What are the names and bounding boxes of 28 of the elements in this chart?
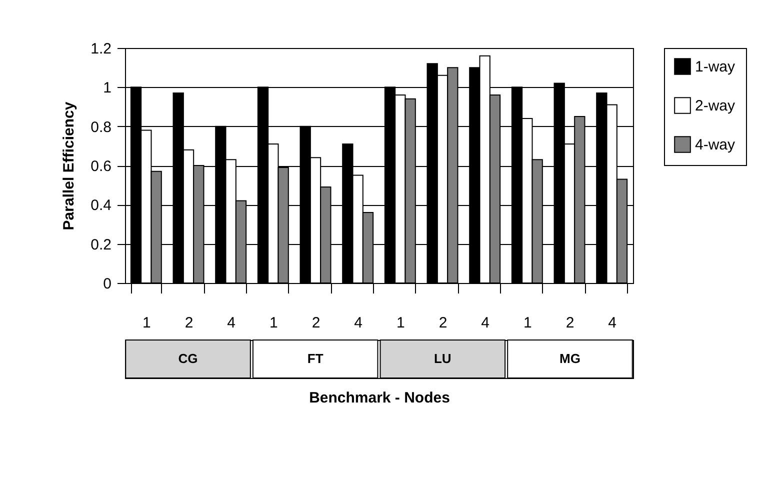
x-tick-label: 4 [227,314,236,332]
x-tick-label: 2 [184,314,194,332]
y-tick-label: 0 [103,276,112,292]
y-tick-label: 0.4 [90,197,112,214]
x-tick-label: 1 [396,314,405,332]
y-axis-title: Parallel Efficiency [60,101,78,230]
x-tick-label: 4 [481,314,490,332]
legend-label: 1-way [695,58,736,76]
legend-label: 4-way [695,136,736,154]
x-tick-label: 2 [566,314,574,332]
y-tick-label: 0.2 [90,236,112,254]
text: FT [307,351,324,366]
y-tick-label: 0.6 [90,158,112,175]
x-tick-label: 2 [438,314,448,332]
x-tick-label: 1 [523,314,532,332]
y-tick-label: 0.8 [90,118,112,136]
x-tick-label: 4 [354,314,363,332]
y-tick-label: 1 [103,80,112,97]
text: LU [434,351,452,366]
x-axis-title: Benchmark - Nodes [309,390,450,406]
legend-label: 2-way [695,98,736,114]
x-tick-label: 1 [142,314,151,332]
x-tick-label: 1 [269,314,278,332]
text: MG [560,351,580,366]
text: CG [178,351,198,366]
y-tick-label: 1.2 [90,40,112,58]
x-tick-label: 2 [312,314,320,332]
x-tick-label: 4 [608,314,617,332]
